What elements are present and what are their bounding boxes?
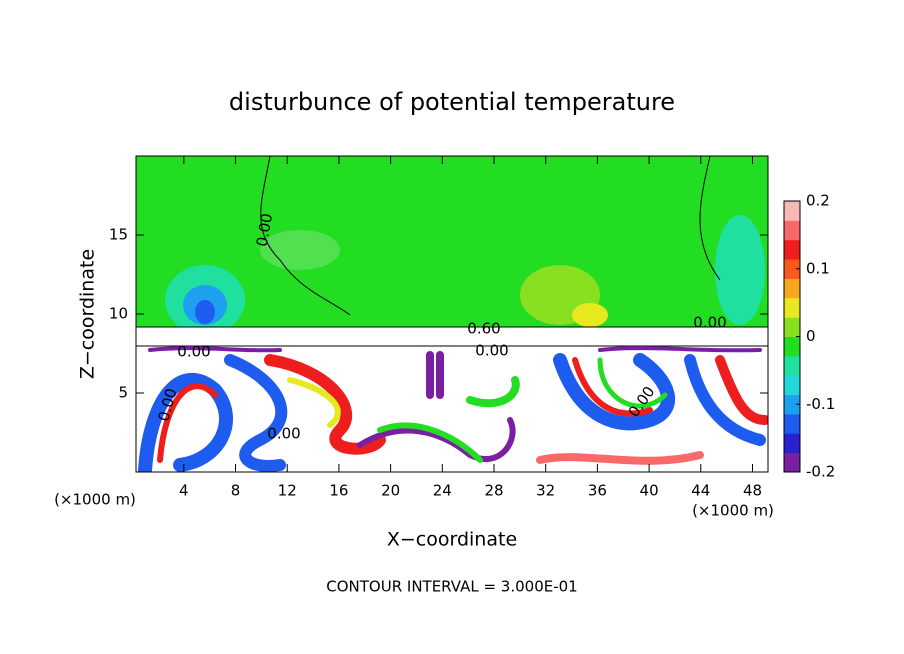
- colorbar-swatch: [784, 317, 800, 337]
- colorbar-swatch: [784, 355, 800, 376]
- colorbar-swatch: [784, 220, 800, 241]
- colorbar-swatch: [784, 201, 800, 221]
- contour-label: 0.00: [177, 343, 210, 361]
- x-tick-label: 12: [278, 482, 297, 500]
- x-unit: (×1000 m): [692, 502, 774, 520]
- colorbar-swatch: [784, 297, 800, 318]
- colorbar-tick-label: 0.2: [806, 192, 830, 210]
- x-tick-label: 40: [640, 482, 659, 500]
- y-tick-label: 5: [118, 384, 128, 402]
- chart-title: disturbunce of potential temperature: [229, 88, 675, 116]
- contour-label: 0.00: [267, 425, 300, 443]
- colorbar-swatch: [784, 394, 800, 415]
- x-tick-label: 16: [329, 482, 348, 500]
- x-tick-label: 36: [588, 482, 607, 500]
- footer: CONTOUR INTERVAL = 3.000E-01: [326, 578, 577, 596]
- colorbar-tick-label: -0.2: [806, 463, 835, 481]
- y-tick-label: 10: [109, 305, 128, 323]
- colorbar-swatch: [784, 259, 800, 279]
- x-tick-label: 24: [433, 482, 452, 500]
- contour-label: 0.00: [475, 342, 508, 360]
- colorbar-swatch: [784, 278, 800, 299]
- colorbar-swatch: [784, 452, 800, 473]
- colorbar-swatch: [784, 336, 800, 357]
- contour-label: 0.60: [467, 320, 500, 338]
- contour-label: 0.00: [693, 314, 726, 332]
- colorbar-tick-label: -0.1: [806, 395, 835, 413]
- x-tick-label: 4: [179, 482, 189, 500]
- y-axis-label: Z−coordinate: [77, 249, 99, 379]
- x-tick-label: 44: [691, 482, 710, 500]
- x-tick-label: 32: [536, 482, 555, 500]
- y-tick-label: 15: [109, 226, 128, 244]
- colorbar-tick-label: 0: [806, 327, 816, 345]
- x-tick-label: 8: [231, 482, 241, 500]
- contour-label: 0.00: [253, 212, 277, 248]
- x-unit: (×1000 m): [54, 491, 136, 509]
- field: [136, 156, 768, 472]
- x-tick-label: 28: [484, 482, 503, 500]
- colorbar-swatch: [784, 433, 800, 454]
- x-tick-label: 48: [743, 482, 762, 500]
- colorbar-tick-label: 0.1: [806, 259, 830, 277]
- colorbar-swatch: [784, 375, 800, 396]
- colorbar-swatch: [784, 239, 800, 260]
- x-axis-label: X−coordinate: [387, 529, 517, 551]
- x-tick-label: 20: [381, 482, 400, 500]
- colorbar-swatch: [784, 413, 800, 434]
